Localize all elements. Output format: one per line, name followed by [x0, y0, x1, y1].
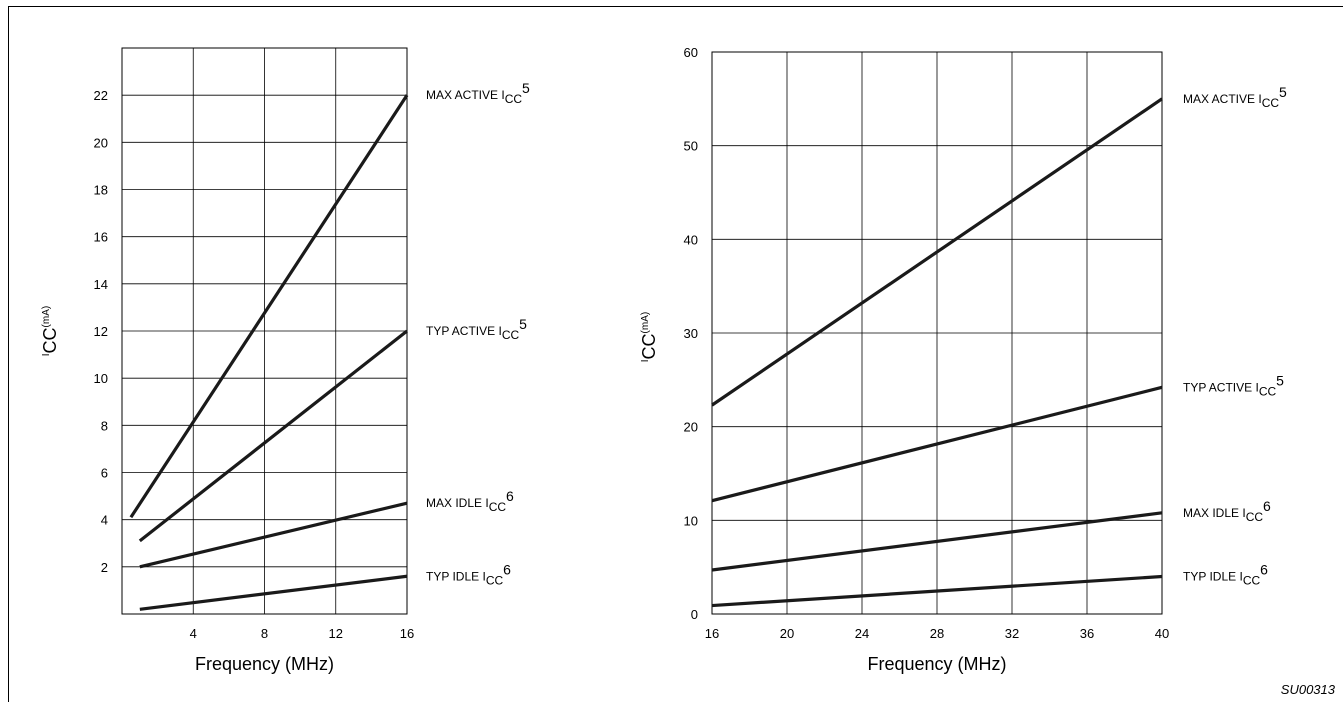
series-label: TYP ACTIVE ICC5: [426, 316, 527, 342]
series-label: TYP IDLE ICC6: [426, 561, 511, 587]
x-tick-label: 12: [329, 626, 343, 641]
x-tick-label: 36: [1080, 626, 1094, 641]
y-tick-label: 30: [684, 326, 698, 341]
x-axis-label: Frequency (MHz): [195, 654, 334, 674]
series-line: [711, 385, 1163, 503]
y-tick-label: 16: [94, 230, 108, 245]
x-tick-label: 16: [400, 626, 414, 641]
y-axis-label: ICC(mA): [639, 312, 659, 362]
chart-left: 4 8 12 16 2 4 6 8 10 12 14 16 18 20 22 Frequency (MHz) I…: [40, 47, 530, 674]
series-line: [139, 501, 408, 569]
x-axis-label: Frequency (MHz): [867, 654, 1006, 674]
series-line: [711, 511, 1163, 572]
series-line: [711, 574, 1163, 608]
figure-frame: [8, 6, 1343, 702]
x-tick-label: 8: [261, 626, 268, 641]
series-line: [139, 574, 408, 611]
plot-area: [711, 51, 1163, 615]
y-tick-label: 40: [684, 232, 698, 247]
x-tick-label: 28: [930, 626, 944, 641]
x-tick-label: 40: [1155, 626, 1169, 641]
y-tick-label: 20: [94, 135, 108, 150]
y-tick-label: 50: [684, 139, 698, 154]
figure-code: SU00313: [1281, 682, 1336, 697]
series-label: MAX ACTIVE ICC5: [426, 80, 530, 106]
y-tick-label: 8: [101, 418, 108, 433]
series-label: TYP IDLE ICC6: [1183, 562, 1268, 588]
y-tick-label: 2: [101, 560, 108, 575]
x-tick-label: 4: [190, 626, 197, 641]
y-tick-label: 18: [94, 183, 108, 198]
x-tick-label: 20: [780, 626, 794, 641]
series-line: [138, 329, 408, 543]
series-label: MAX IDLE ICC6: [1183, 498, 1271, 524]
y-tick-label: 10: [94, 371, 108, 386]
series-label: TYP ACTIVE ICC5: [1183, 372, 1284, 398]
y-tick-label: 22: [94, 88, 108, 103]
y-tick-label: 0: [691, 607, 698, 622]
y-tick-label: 6: [101, 466, 108, 481]
series-label: MAX IDLE ICC6: [426, 488, 514, 514]
y-tick-label: 14: [94, 277, 108, 292]
y-tick-label: 4: [101, 513, 108, 528]
series-line: [711, 97, 1163, 407]
x-tick-label: 32: [1005, 626, 1019, 641]
x-tick-label: 16: [705, 626, 719, 641]
chart-right: 16 20 24 28 32 36 40 0 10 20 30 40 50 60 Frequency (MH…: [639, 45, 1287, 674]
x-tick-label: 24: [855, 626, 869, 641]
y-tick-label: 12: [94, 324, 108, 339]
y-tick-label: 60: [684, 45, 698, 60]
y-tick-label: 10: [684, 513, 698, 528]
y-tick-label: 20: [684, 420, 698, 435]
y-axis-label: ICC(mA): [40, 306, 60, 356]
series-label: MAX ACTIVE ICC5: [1183, 84, 1287, 110]
series-line: [129, 94, 409, 519]
